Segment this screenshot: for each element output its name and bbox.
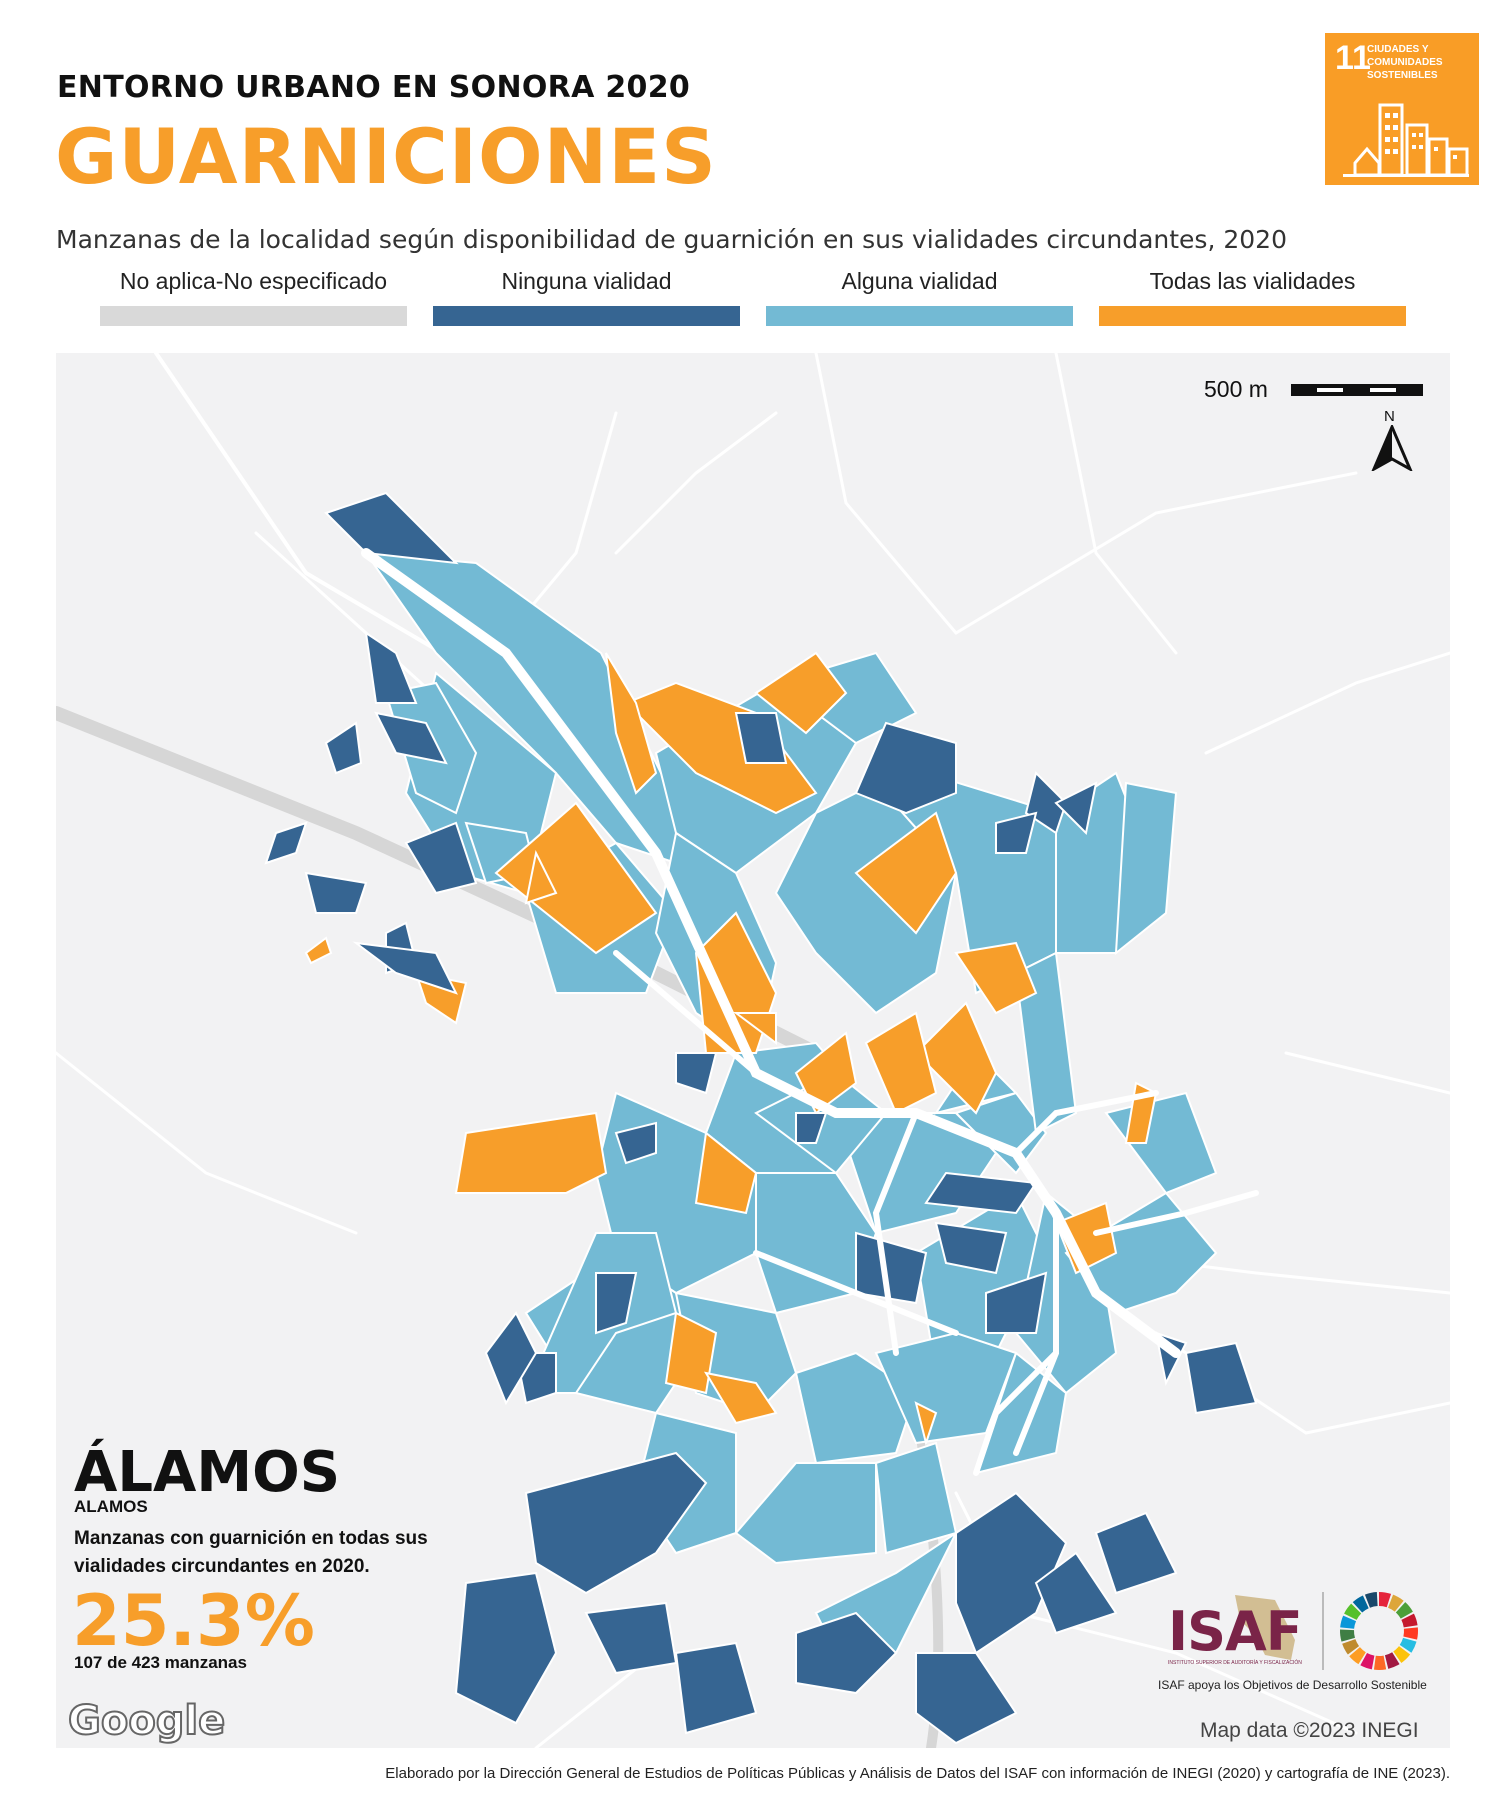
sdg-wheel-segment <box>1393 1645 1411 1663</box>
sdg-wheel-segment <box>1342 1638 1360 1655</box>
sdg-wheel-segment <box>1384 1652 1400 1669</box>
isaf-subtitle: INSTITUTO SUPERIOR DE AUDITORÍA Y FISCAL… <box>1168 1660 1302 1666</box>
map-canvas[interactable] <box>56 353 1450 1748</box>
sdg-wheel-segment <box>1349 1646 1367 1665</box>
legend-label: Todas las vialidades <box>1149 268 1356 294</box>
subtitle: Manzanas de la localidad según disponibi… <box>56 225 1287 254</box>
north-arrow-icon <box>1371 425 1413 471</box>
legend-label: No aplica-No especificado <box>119 268 388 294</box>
map-attribution: Map data ©2023 INEGI <box>1200 1719 1419 1742</box>
city-buildings-icon <box>1343 103 1469 177</box>
sdg-wheel-segment <box>1340 1629 1356 1642</box>
scale-bar <box>1291 384 1423 396</box>
legend-item-ninguna: Ninguna vialidad <box>433 268 740 326</box>
sdg-wheel-segment <box>1387 1594 1404 1612</box>
legend-swatch <box>100 306 407 326</box>
sdg-text: CIUDADES Y COMUNIDADES SOSTENIBLES <box>1367 44 1443 81</box>
isaf-logo: ISAF <box>1168 1600 1303 1663</box>
supertitle: ENTORNO URBANO EN SONORA 2020 <box>57 70 691 105</box>
legend-label: Alguna vialidad <box>841 268 998 294</box>
sdg-wheel-icon <box>1340 1592 1418 1670</box>
sdg-wheel-segment <box>1395 1602 1413 1619</box>
legend-item-no-aplica: No aplica-No especificado <box>100 268 407 326</box>
sdg-wheel-segment <box>1373 1655 1387 1670</box>
sdg-wheel-segment <box>1378 1592 1392 1608</box>
blocks-ninguna <box>264 491 1258 1745</box>
sdg-wheel-segment <box>1352 1595 1369 1613</box>
google-logo: Google <box>67 1697 226 1745</box>
map-svg <box>56 353 1450 1748</box>
locality-subname: ALAMOS <box>74 1497 148 1516</box>
sdg-wheel-segment <box>1364 1592 1378 1608</box>
blocks-todas <box>304 651 1158 1447</box>
north-label: N <box>1384 408 1395 425</box>
legend-label: Ninguna vialidad <box>501 268 672 294</box>
stat-value: 25.3% <box>72 1580 315 1662</box>
sdg-wheel-segment <box>1360 1652 1375 1670</box>
footer-credit: Elaborado por la Dirección General de Es… <box>385 1765 1450 1782</box>
sdg-wheel-segment <box>1340 1615 1357 1629</box>
legend-swatch <box>1099 306 1406 326</box>
locality-name: ÁLAMOS <box>74 1440 341 1505</box>
legend-item-todas: Todas las vialidades <box>1099 268 1406 326</box>
legend-swatch <box>433 306 740 326</box>
sdg-wheel-segment <box>1344 1603 1362 1621</box>
stat-description: Manzanas con guarnición en todas sus via… <box>74 1528 428 1577</box>
main-roads <box>361 548 1259 1476</box>
scale-label: 500 m <box>1204 376 1268 402</box>
stat-count: 107 de 423 manzanas <box>74 1653 247 1672</box>
isaf-tagline: ISAF apoya los Objetivos de Desarrollo S… <box>1158 1678 1427 1692</box>
legend-swatch <box>766 306 1073 326</box>
sdg-wheel-segment <box>1401 1613 1418 1628</box>
sdg-number: 11 <box>1335 39 1371 77</box>
sdg-wheel-segment <box>1399 1637 1417 1653</box>
legend-item-alguna: Alguna vialidad <box>766 268 1073 326</box>
logo-divider <box>1322 1592 1324 1670</box>
sdg-wheel-segment <box>1403 1627 1418 1640</box>
sdg-11-badge: 11 CIUDADES Y COMUNIDADES SOSTENIBLES <box>1325 33 1479 185</box>
sonora-map-icon <box>1235 1595 1295 1660</box>
page-title: GUARNICIONES <box>55 112 717 201</box>
